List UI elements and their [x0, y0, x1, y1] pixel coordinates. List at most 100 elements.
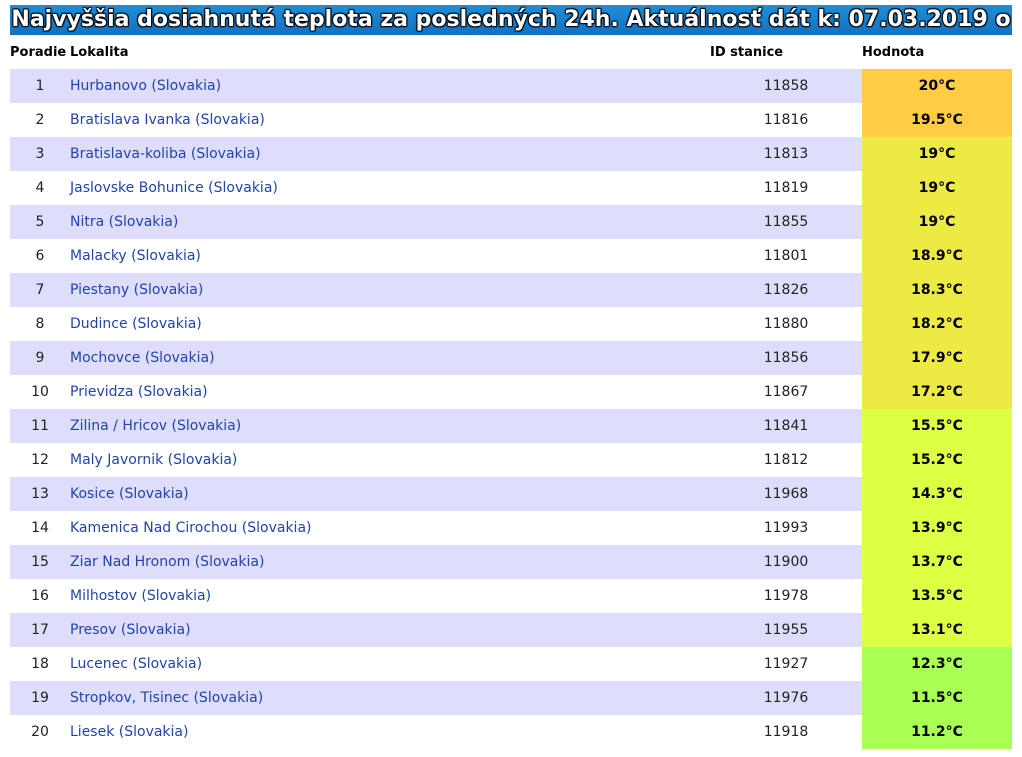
location-link[interactable]: Hurbanovo (Slovakia): [70, 78, 222, 94]
table-row: 15 Ziar Nad Hronom (Slovakia) 11900 13.7°C: [10, 545, 1012, 579]
location-cell: Nitra (Slovakia): [70, 205, 710, 239]
table-row: 14 Kamenica Nad Cirochou (Slovakia) 11993 1…: [10, 511, 1012, 545]
location-cell: Malacky (Slovakia): [70, 239, 710, 273]
value-cell: 11.5°C: [862, 681, 1012, 715]
header-value[interactable]: Hodnota: [862, 35, 1012, 69]
value-cell: 13.5°C: [862, 579, 1012, 613]
page-title: Najvyššia dosiahnutá teplota za posledný…: [11, 7, 1011, 59]
rank-cell: 12: [10, 443, 70, 477]
value-cell: 19°C: [862, 205, 1012, 239]
value-cell: 13.9°C: [862, 511, 1012, 545]
location-link[interactable]: Lucenec (Slovakia): [70, 656, 203, 672]
table-row: 3 Bratislava-koliba (Slovakia) 11813 19°C: [10, 137, 1012, 171]
value-cell: 17.9°C: [862, 341, 1012, 375]
value-cell: 14.3°C: [862, 477, 1012, 511]
station-id-cell: 11867: [710, 375, 862, 409]
table-body: 1 Hurbanovo (Slovakia) 11858 20°C 2 Bratislav…: [10, 69, 1012, 749]
location-link[interactable]: Zilina / Hricov (Slovakia): [70, 418, 242, 434]
station-id-cell: 11968: [710, 477, 862, 511]
header-location[interactable]: Lokalita: [70, 35, 710, 69]
location-link[interactable]: Kamenica Nad Cirochou (Slovakia): [70, 520, 312, 536]
station-id-cell: 11826: [710, 273, 862, 307]
title-bar: [10, 5, 1012, 35]
station-id-cell: 11927: [710, 647, 862, 681]
location-link[interactable]: Jaslovske Bohunice (Slovakia): [70, 180, 278, 196]
station-id-cell: 11819: [710, 171, 862, 205]
location-link[interactable]: Dudince (Slovakia): [70, 316, 202, 332]
location-link[interactable]: Maly Javornik (Slovakia): [70, 452, 238, 468]
table-header-row: Poradie Lokalita ID stanice Hodnota: [10, 35, 1012, 69]
station-id-cell: 11900: [710, 545, 862, 579]
rank-cell: 20: [10, 715, 70, 749]
table-row: 16 Milhostov (Slovakia) 11978 13.5°C: [10, 579, 1012, 613]
location-cell: Kosice (Slovakia): [70, 477, 710, 511]
location-cell: Milhostov (Slovakia): [70, 579, 710, 613]
station-id-cell: 11816: [710, 103, 862, 137]
station-id-cell: 11855: [710, 205, 862, 239]
rank-cell: 6: [10, 239, 70, 273]
station-id-cell: 11858: [710, 69, 862, 103]
table-row: 18 Lucenec (Slovakia) 11927 12.3°C: [10, 647, 1012, 681]
table-row: 12 Maly Javornik (Slovakia) 11812 15.2°C: [10, 443, 1012, 477]
station-id-cell: 11856: [710, 341, 862, 375]
value-cell: 17.2°C: [862, 375, 1012, 409]
location-cell: Piestany (Slovakia): [70, 273, 710, 307]
location-link[interactable]: Stropkov, Tisinec (Slovakia): [70, 690, 264, 706]
table-row: 11 Zilina / Hricov (Slovakia) 11841 15.5°C: [10, 409, 1012, 443]
station-id-cell: 11812: [710, 443, 862, 477]
rank-cell: 18: [10, 647, 70, 681]
header-station-id[interactable]: ID stanice: [710, 35, 862, 69]
table-row: 1 Hurbanovo (Slovakia) 11858 20°C: [10, 69, 1012, 103]
table-row: 20 Liesek (Slovakia) 11918 11.2°C: [10, 715, 1012, 749]
location-link[interactable]: Prievidza (Slovakia): [70, 384, 208, 400]
location-link[interactable]: Presov (Slovakia): [70, 622, 191, 638]
rank-cell: 7: [10, 273, 70, 307]
location-link[interactable]: Malacky (Slovakia): [70, 248, 201, 264]
location-link[interactable]: Bratislava-koliba (Slovakia): [70, 146, 261, 162]
station-id-cell: 11841: [710, 409, 862, 443]
rank-cell: 11: [10, 409, 70, 443]
rank-cell: 17: [10, 613, 70, 647]
value-cell: 18.9°C: [862, 239, 1012, 273]
location-link[interactable]: Kosice (Slovakia): [70, 486, 189, 502]
location-link[interactable]: Liesek (Slovakia): [70, 724, 189, 740]
table-row: 5 Nitra (Slovakia) 11855 19°C: [10, 205, 1012, 239]
station-id-cell: 11801: [710, 239, 862, 273]
table-row: 4 Jaslovske Bohunice (Slovakia) 11819 19°C: [10, 171, 1012, 205]
location-link[interactable]: Bratislava Ivanka (Slovakia): [70, 112, 265, 128]
rank-cell: 19: [10, 681, 70, 715]
location-cell: Presov (Slovakia): [70, 613, 710, 647]
value-cell: 13.7°C: [862, 545, 1012, 579]
station-id-cell: 11880: [710, 307, 862, 341]
location-cell: Zilina / Hricov (Slovakia): [70, 409, 710, 443]
value-cell: 19°C: [862, 171, 1012, 205]
value-cell: 13.1°C: [862, 613, 1012, 647]
table-row: 6 Malacky (Slovakia) 11801 18.9°C: [10, 239, 1012, 273]
rank-cell: 16: [10, 579, 70, 613]
rank-cell: 2: [10, 103, 70, 137]
value-cell: 11.2°C: [862, 715, 1012, 749]
location-link[interactable]: Piestany (Slovakia): [70, 282, 204, 298]
header-rank[interactable]: Poradie: [10, 35, 70, 69]
rank-cell: 9: [10, 341, 70, 375]
value-cell: 15.5°C: [862, 409, 1012, 443]
station-id-cell: 11978: [710, 579, 862, 613]
table-row: 8 Dudince (Slovakia) 11880 18.2°C: [10, 307, 1012, 341]
value-cell: 15.2°C: [862, 443, 1012, 477]
location-cell: Prievidza (Slovakia): [70, 375, 710, 409]
value-cell: 19°C: [862, 137, 1012, 171]
location-link[interactable]: Nitra (Slovakia): [70, 214, 179, 230]
table-row: 2 Bratislava Ivanka (Slovakia) 11816 19.5°C: [10, 103, 1012, 137]
station-id-cell: 11813: [710, 137, 862, 171]
location-link[interactable]: Milhostov (Slovakia): [70, 588, 212, 604]
rank-cell: 3: [10, 137, 70, 171]
table-row: 7 Piestany (Slovakia) 11826 18.3°C: [10, 273, 1012, 307]
location-cell: Maly Javornik (Slovakia): [70, 443, 710, 477]
value-cell: 18.2°C: [862, 307, 1012, 341]
rank-cell: 10: [10, 375, 70, 409]
temperature-table: Poradie Lokalita ID stanice Hodnota 1 Hur…: [10, 35, 1012, 749]
location-cell: Stropkov, Tisinec (Slovakia): [70, 681, 710, 715]
location-link[interactable]: Mochovce (Slovakia): [70, 350, 215, 366]
station-id-cell: 11955: [710, 613, 862, 647]
location-link[interactable]: Ziar Nad Hronom (Slovakia): [70, 554, 265, 570]
